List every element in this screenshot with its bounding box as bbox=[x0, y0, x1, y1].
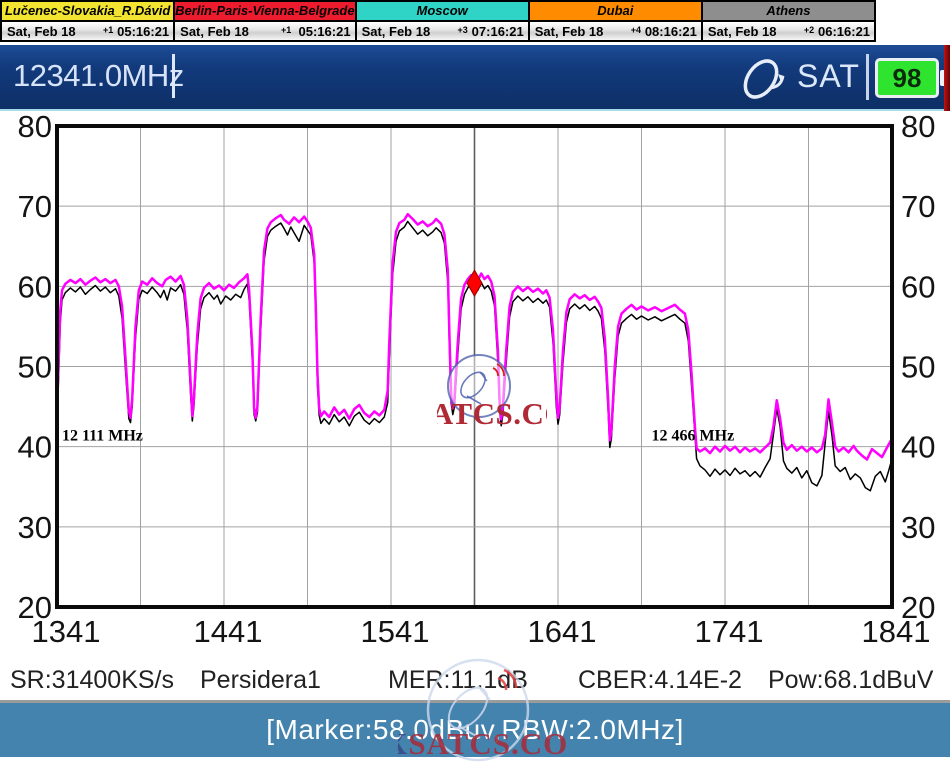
y-axis-label-right: 70 bbox=[901, 189, 935, 224]
header-divider bbox=[866, 54, 869, 100]
x-axis-label: 1641 bbox=[528, 614, 597, 649]
cber-readout: CBER:4.14E-2 bbox=[578, 666, 742, 694]
clock-utc-offset: +1 bbox=[281, 25, 292, 35]
satellite-dish-icon bbox=[743, 59, 785, 99]
marker-status-bar: [Marker:58.0dBuv,RBW:2.0MHz] bbox=[0, 700, 950, 757]
clock-date-4: Sat, Feb 18 +2 06:16:21 bbox=[700, 22, 877, 42]
clock-city-1: Berlin-Paris-Vienna-Belgrade bbox=[173, 0, 357, 22]
service-name-readout: Persidera1 bbox=[200, 666, 321, 694]
y-axis-label-left: 50 bbox=[18, 350, 52, 385]
x-axis-label: 1341 bbox=[32, 614, 101, 649]
clock-column: Dubai Sat, Feb 18 +4 08:16:21 bbox=[527, 0, 703, 44]
frequency-input[interactable]: 12341.0MHz bbox=[13, 58, 184, 93]
clock-time: 07:16:21 bbox=[471, 24, 524, 39]
clock-time: 05:16:21 bbox=[117, 24, 170, 39]
y-axis-label-left: 80 bbox=[18, 111, 52, 144]
y-axis-label-right: 50 bbox=[901, 350, 935, 385]
world-clock-table: Lučenec-Slovakia_R.Dávid Sat, Feb 18 +1 … bbox=[0, 0, 877, 44]
clock-column: Berlin-Paris-Vienna-Belgrade Sat, Feb 18… bbox=[173, 0, 357, 44]
y-axis-label-left: 60 bbox=[18, 269, 52, 304]
sat-label: SAT bbox=[797, 58, 860, 94]
y-axis-label-right: 40 bbox=[901, 430, 935, 465]
marker-diamond[interactable] bbox=[466, 269, 483, 298]
clock-city-0: Lučenec-Slovakia_R.Dávid bbox=[0, 0, 176, 22]
clock-time: 05:16:21 bbox=[298, 24, 351, 39]
y-axis-label-right: 30 bbox=[901, 510, 935, 545]
clock-date-text: Sat, Feb 18 bbox=[180, 24, 249, 39]
marker-status-text: [Marker:58.0dBuv,RBW:2.0MHz] bbox=[266, 714, 684, 745]
y-axis-label-left: 40 bbox=[18, 430, 52, 465]
peak-hold-trace bbox=[55, 212, 894, 461]
y-axis-label-right: 60 bbox=[901, 269, 935, 304]
x-axis-label: 1541 bbox=[361, 614, 430, 649]
clock-utc-offset: +3 bbox=[457, 25, 468, 35]
x-axis-label: 1441 bbox=[194, 614, 263, 649]
battery-level: 98 bbox=[875, 58, 939, 98]
plot-frame bbox=[55, 124, 894, 609]
clock-column: Moscow Sat, Feb 18 +3 07:16:21 bbox=[354, 0, 530, 44]
clock-date-text: Sat, Feb 18 bbox=[7, 24, 76, 39]
frequency-header-bar: 12341.0MHz SAT 98 bbox=[0, 45, 950, 111]
clock-time: 06:16:21 bbox=[817, 24, 871, 39]
clock-date-text: Sat, Feb 18 bbox=[361, 24, 431, 39]
x-axis-label: 1841 bbox=[862, 614, 931, 649]
clock-date-3: Sat, Feb 18 +4 08:16:21 bbox=[527, 22, 703, 42]
y-axis-label-left: 20 bbox=[18, 590, 52, 625]
symbol-rate-readout: SR:31400KS/s bbox=[10, 666, 174, 694]
mer-readout: MER:11.1dB bbox=[388, 666, 528, 694]
frequency-annotation: 12 111 MHz bbox=[62, 427, 143, 444]
clock-date-2: Sat, Feb 18 +3 07:16:21 bbox=[354, 22, 530, 42]
clock-column: Lučenec-Slovakia_R.Dávid Sat, Feb 18 +1 … bbox=[0, 0, 176, 44]
y-axis-label-left: 70 bbox=[18, 189, 52, 224]
screen-edge-strip bbox=[944, 45, 950, 111]
clock-time: 08:16:21 bbox=[644, 24, 697, 39]
battery-nub bbox=[940, 70, 947, 86]
y-axis-label-left: 30 bbox=[18, 510, 52, 545]
clock-date-0: Sat, Feb 18 +1 05:16:21 bbox=[0, 22, 176, 42]
clock-utc-offset: +2 bbox=[803, 25, 815, 35]
x-axis-label: 1741 bbox=[695, 614, 764, 649]
clock-utc-offset: +1 bbox=[102, 25, 114, 35]
text-cursor bbox=[172, 54, 175, 98]
clock-city-3: Dubai bbox=[527, 0, 703, 22]
frequency-annotation: 12 466 MHz bbox=[652, 427, 735, 444]
clock-column: Athens Sat, Feb 18 +2 06:16:21 bbox=[700, 0, 877, 44]
y-axis-label-right: 20 bbox=[901, 590, 935, 625]
clock-city-4: Athens bbox=[700, 0, 877, 22]
clock-utc-offset: +4 bbox=[630, 25, 641, 35]
power-readout: Pow:68.1dBuV bbox=[768, 666, 934, 694]
clock-date-text: Sat, Feb 18 bbox=[534, 24, 604, 39]
clock-city-2: Moscow bbox=[354, 0, 530, 22]
y-axis-label-right: 80 bbox=[901, 111, 935, 144]
clock-date-1: Sat, Feb 18 +1 05:16:21 bbox=[173, 22, 357, 42]
clock-date-text: Sat, Feb 18 bbox=[707, 24, 777, 39]
